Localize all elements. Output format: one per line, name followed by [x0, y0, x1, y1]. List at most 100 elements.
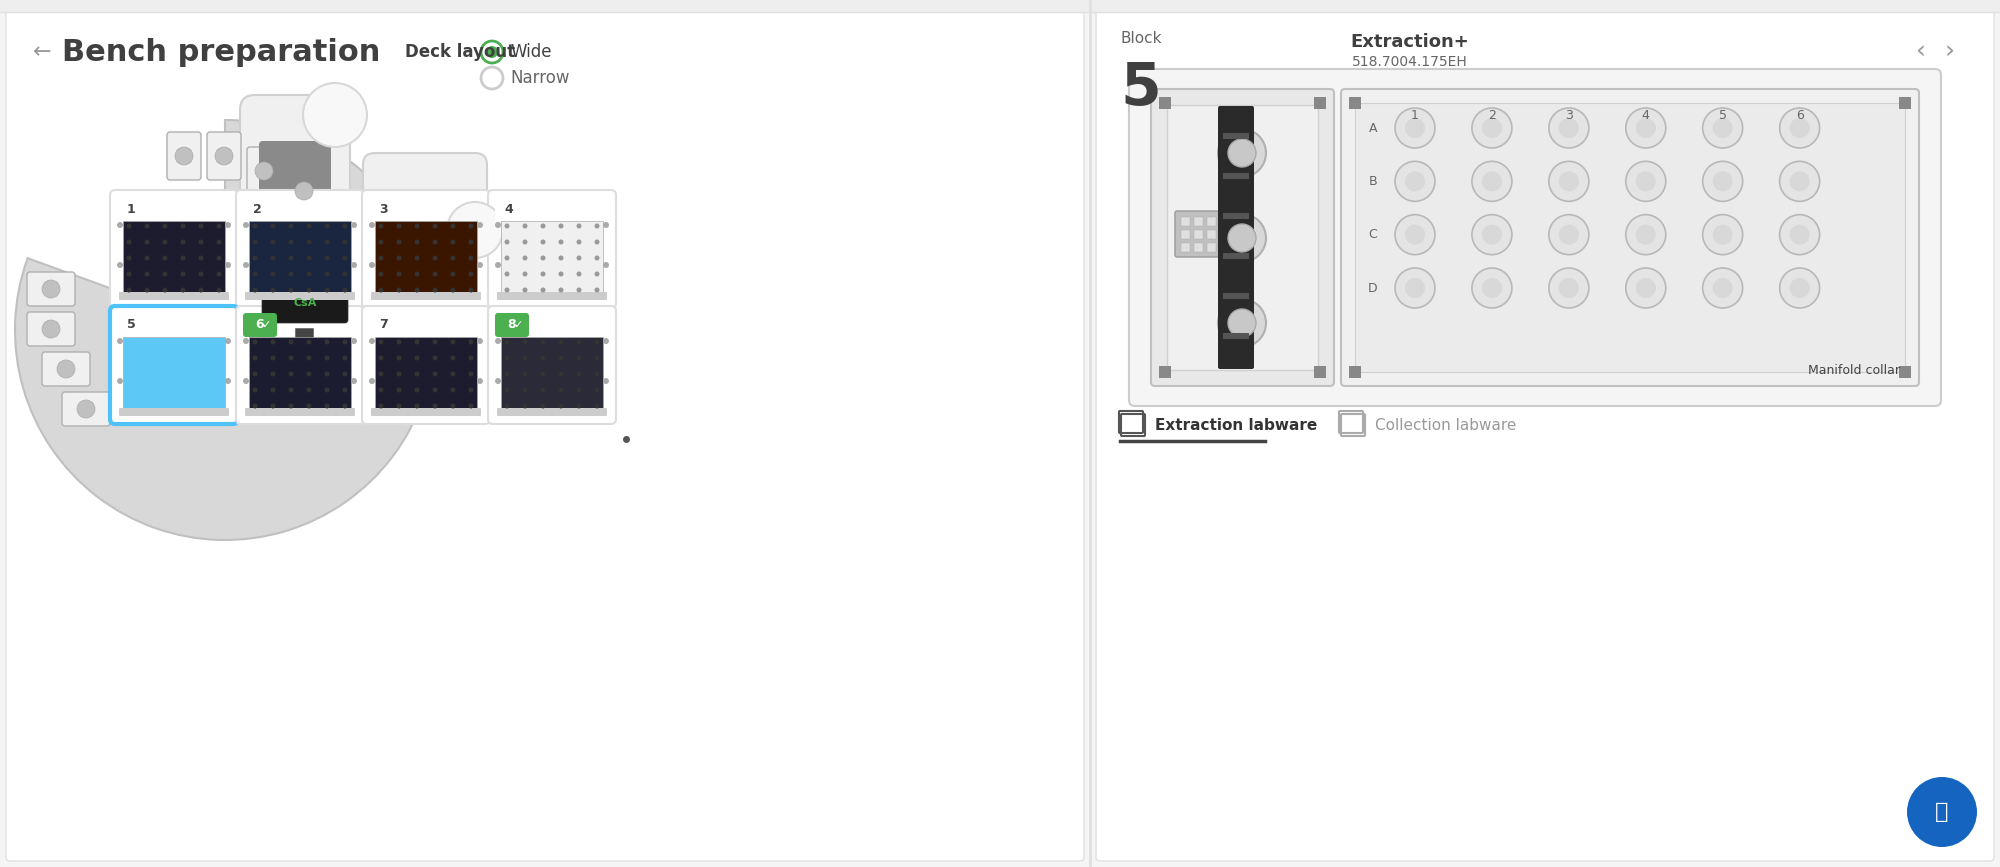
Circle shape [378, 256, 384, 260]
Circle shape [252, 403, 258, 408]
Text: B: B [1368, 175, 1378, 188]
Circle shape [1404, 118, 1424, 138]
Circle shape [432, 371, 438, 376]
FancyBboxPatch shape [1096, 6, 1994, 861]
Circle shape [558, 340, 564, 344]
FancyBboxPatch shape [110, 306, 238, 424]
Circle shape [540, 355, 546, 361]
Circle shape [604, 222, 608, 228]
Circle shape [1218, 299, 1266, 347]
Circle shape [594, 403, 600, 408]
Circle shape [288, 371, 294, 376]
Text: Bench preparation: Bench preparation [62, 37, 380, 67]
Bar [1356, 103, 1904, 372]
Circle shape [450, 388, 456, 393]
Circle shape [1482, 118, 1502, 138]
Circle shape [216, 288, 222, 292]
Bar [500, 221, 604, 295]
Circle shape [486, 46, 498, 58]
Circle shape [1548, 268, 1588, 308]
Circle shape [468, 340, 474, 344]
Circle shape [162, 239, 168, 244]
Circle shape [1626, 215, 1666, 255]
Circle shape [450, 371, 456, 376]
Circle shape [540, 271, 546, 277]
Circle shape [468, 224, 474, 229]
Bar [1900, 97, 1912, 109]
Circle shape [1636, 172, 1656, 192]
Circle shape [522, 271, 528, 277]
Circle shape [162, 271, 168, 277]
Text: 1: 1 [126, 203, 136, 216]
Circle shape [252, 355, 258, 361]
Circle shape [594, 224, 600, 229]
Circle shape [1472, 215, 1512, 255]
Circle shape [504, 355, 510, 361]
Circle shape [378, 340, 384, 344]
Circle shape [504, 271, 510, 277]
Circle shape [478, 338, 484, 344]
Circle shape [1396, 215, 1436, 255]
Circle shape [342, 340, 348, 344]
Circle shape [496, 378, 500, 384]
Text: Narrow: Narrow [510, 69, 570, 87]
Bar [1160, 366, 1172, 378]
Circle shape [1472, 161, 1512, 201]
Bar [1314, 97, 1326, 109]
Text: 5: 5 [1718, 108, 1726, 121]
Wedge shape [16, 120, 434, 540]
Circle shape [496, 222, 500, 228]
FancyBboxPatch shape [496, 292, 608, 300]
Circle shape [396, 403, 402, 408]
Text: 518.7004.175EH: 518.7004.175EH [1352, 55, 1468, 69]
Circle shape [244, 378, 248, 384]
Circle shape [1228, 309, 1256, 337]
Circle shape [296, 182, 312, 200]
Circle shape [288, 288, 294, 292]
Text: ←: ← [32, 42, 52, 62]
Circle shape [1702, 161, 1742, 201]
FancyBboxPatch shape [1176, 211, 1220, 257]
Circle shape [594, 271, 600, 277]
Circle shape [252, 288, 258, 292]
Circle shape [604, 378, 608, 384]
Circle shape [1636, 118, 1656, 138]
Bar [1224, 333, 1248, 339]
Circle shape [378, 288, 384, 292]
Text: 2: 2 [252, 203, 262, 216]
Circle shape [306, 288, 312, 292]
Circle shape [224, 378, 232, 384]
Circle shape [1218, 214, 1266, 262]
Circle shape [162, 288, 168, 292]
Circle shape [450, 403, 456, 408]
Circle shape [224, 222, 232, 228]
Circle shape [396, 271, 402, 277]
Circle shape [1472, 108, 1512, 148]
Circle shape [198, 224, 204, 229]
Circle shape [558, 371, 564, 376]
FancyBboxPatch shape [1152, 89, 1334, 386]
Circle shape [324, 271, 330, 277]
Circle shape [522, 256, 528, 260]
Bar [1208, 230, 1216, 239]
FancyBboxPatch shape [244, 313, 276, 337]
Circle shape [116, 378, 124, 384]
Text: ✓: ✓ [514, 320, 522, 330]
Circle shape [324, 371, 330, 376]
Circle shape [116, 262, 124, 268]
Text: Collection labware: Collection labware [1376, 418, 1516, 433]
Circle shape [42, 280, 60, 298]
Circle shape [306, 239, 312, 244]
Circle shape [270, 239, 276, 244]
FancyBboxPatch shape [120, 292, 228, 300]
Circle shape [342, 403, 348, 408]
Circle shape [594, 256, 600, 260]
Circle shape [288, 340, 294, 344]
Circle shape [1218, 129, 1266, 177]
Bar [296, 328, 312, 346]
Circle shape [342, 288, 348, 292]
Circle shape [180, 224, 186, 229]
Circle shape [1702, 268, 1742, 308]
Circle shape [1558, 118, 1578, 138]
Circle shape [198, 271, 204, 277]
